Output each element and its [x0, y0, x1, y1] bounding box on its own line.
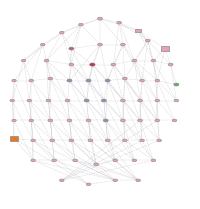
Ellipse shape [132, 59, 137, 62]
Ellipse shape [172, 119, 177, 122]
Ellipse shape [113, 159, 118, 162]
Ellipse shape [60, 179, 64, 182]
Ellipse shape [69, 47, 74, 50]
Ellipse shape [122, 139, 127, 142]
Ellipse shape [122, 77, 127, 80]
Ellipse shape [67, 79, 72, 82]
FancyBboxPatch shape [161, 46, 169, 51]
Ellipse shape [65, 99, 70, 102]
Ellipse shape [29, 119, 34, 122]
FancyBboxPatch shape [135, 29, 141, 32]
Ellipse shape [155, 119, 160, 122]
Ellipse shape [140, 79, 144, 82]
Ellipse shape [90, 63, 95, 66]
Ellipse shape [105, 139, 110, 142]
Ellipse shape [50, 139, 55, 142]
Ellipse shape [69, 139, 74, 142]
Ellipse shape [84, 99, 89, 102]
Ellipse shape [136, 179, 140, 182]
Ellipse shape [29, 79, 34, 82]
Ellipse shape [98, 43, 102, 46]
Ellipse shape [12, 79, 16, 82]
Ellipse shape [44, 59, 49, 62]
Ellipse shape [10, 99, 14, 102]
Ellipse shape [40, 43, 45, 46]
FancyBboxPatch shape [10, 136, 18, 141]
Ellipse shape [168, 63, 173, 66]
Ellipse shape [140, 139, 144, 142]
Ellipse shape [155, 99, 160, 102]
Ellipse shape [155, 79, 160, 82]
Ellipse shape [12, 119, 16, 122]
Ellipse shape [138, 119, 142, 122]
Ellipse shape [121, 43, 125, 46]
Ellipse shape [101, 99, 106, 102]
Ellipse shape [97, 17, 103, 20]
Ellipse shape [48, 119, 53, 122]
Ellipse shape [86, 183, 91, 186]
Ellipse shape [31, 159, 35, 162]
Ellipse shape [113, 179, 118, 182]
Ellipse shape [145, 39, 150, 42]
Ellipse shape [86, 79, 91, 82]
Ellipse shape [86, 119, 91, 122]
Ellipse shape [151, 59, 156, 62]
Ellipse shape [27, 99, 32, 102]
Ellipse shape [79, 23, 83, 26]
Ellipse shape [132, 159, 137, 162]
Ellipse shape [73, 159, 78, 162]
Ellipse shape [60, 31, 64, 34]
Ellipse shape [111, 63, 116, 66]
Ellipse shape [67, 119, 72, 122]
Ellipse shape [21, 59, 26, 62]
Ellipse shape [121, 119, 125, 122]
Ellipse shape [69, 63, 74, 66]
Ellipse shape [151, 159, 156, 162]
Ellipse shape [138, 99, 142, 102]
Ellipse shape [121, 99, 125, 102]
Ellipse shape [88, 139, 93, 142]
Ellipse shape [174, 83, 179, 86]
Ellipse shape [105, 79, 110, 82]
Ellipse shape [31, 139, 35, 142]
Ellipse shape [46, 99, 51, 102]
Ellipse shape [94, 163, 99, 166]
Ellipse shape [48, 77, 53, 80]
Ellipse shape [157, 139, 161, 142]
Ellipse shape [103, 119, 108, 122]
Ellipse shape [174, 99, 179, 102]
Ellipse shape [117, 21, 121, 24]
Ellipse shape [52, 159, 57, 162]
